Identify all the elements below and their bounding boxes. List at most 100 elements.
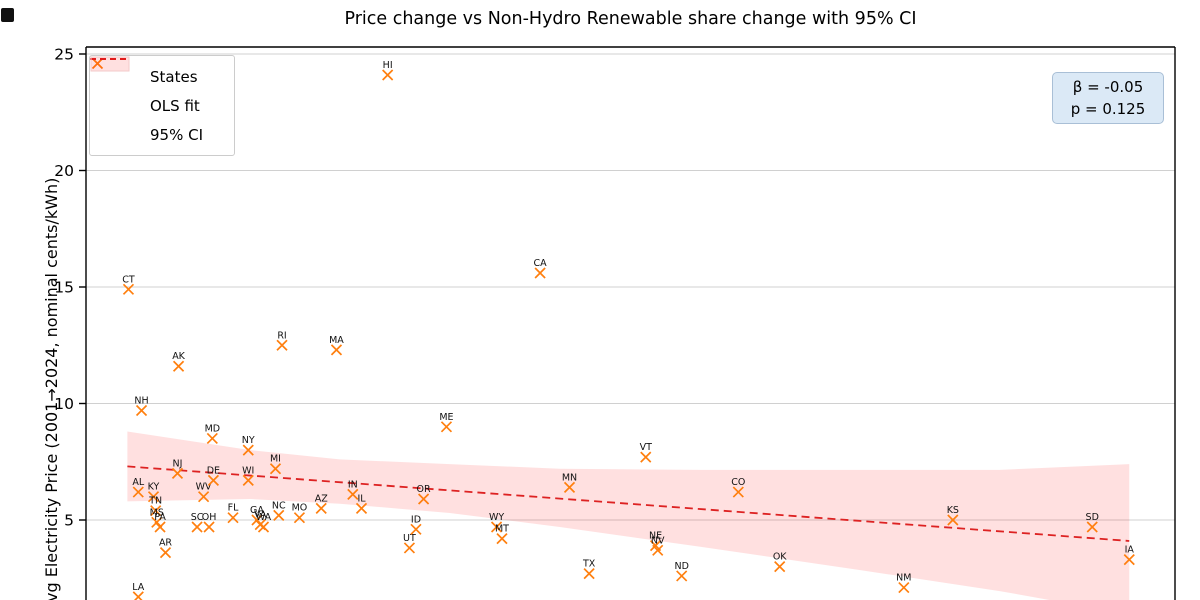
data-point-label: NE <box>649 531 662 542</box>
legend-item-ci: 95% CI <box>90 56 224 149</box>
data-point-marker <box>898 581 910 594</box>
data-point-label: WV <box>196 482 212 493</box>
data-point-label: NV <box>651 535 665 546</box>
data-point-label: IN <box>348 479 358 490</box>
data-point-label: MO <box>292 503 308 514</box>
data-point-label: MS <box>150 507 164 518</box>
data-point-marker <box>382 69 394 81</box>
data-point-marker <box>1123 554 1135 566</box>
data-point-label: GA <box>250 505 264 516</box>
data-point-marker <box>490 521 503 533</box>
data-point-label: HI <box>383 60 393 71</box>
data-point-marker <box>315 502 327 514</box>
data-point-label: CA <box>534 258 548 269</box>
legend: States OLS fit 95% CI <box>89 55 235 156</box>
data-point-label: FL <box>228 503 239 514</box>
data-point-label: MD <box>205 423 221 434</box>
data-point-marker <box>242 474 254 486</box>
data-point-label: OH <box>202 512 217 523</box>
data-point-label: MT <box>495 524 509 535</box>
legend-label-states: States <box>150 67 198 86</box>
data-point-marker <box>1086 521 1098 533</box>
data-point-marker <box>293 512 306 524</box>
data-point-marker <box>676 570 688 582</box>
data-point-label: ME <box>439 412 453 423</box>
data-point-marker <box>171 467 184 480</box>
data-point-marker <box>496 533 508 545</box>
data-point-marker <box>191 521 203 533</box>
data-point-marker <box>355 502 368 514</box>
data-point-marker <box>403 542 416 554</box>
data-point-marker <box>273 509 285 521</box>
stats-pvalue: p = 0.125 <box>1070 100 1146 118</box>
data-point-label: NH <box>134 395 148 406</box>
data-point-label: OR <box>417 484 431 495</box>
data-point-label: PA <box>154 512 166 523</box>
data-point-label: DE <box>207 465 220 476</box>
data-point-marker <box>652 544 664 556</box>
data-point-label: AR <box>159 538 172 549</box>
data-point-marker <box>774 560 786 573</box>
ci-band <box>127 431 1130 600</box>
data-point-label: WY <box>489 512 504 523</box>
legend-item-ols: OLS fit <box>90 58 224 120</box>
data-point-label: SD <box>1086 512 1099 523</box>
data-point-marker <box>172 360 185 372</box>
data-point-marker <box>132 486 144 498</box>
data-point-label: AL <box>132 477 144 488</box>
data-point-marker <box>440 421 453 433</box>
data-point-marker <box>330 344 343 356</box>
data-point-marker <box>534 267 546 279</box>
data-point-label: MI <box>270 454 281 465</box>
data-point-label: MA <box>329 335 344 346</box>
data-point-marker <box>583 567 595 580</box>
data-point-marker <box>227 512 239 524</box>
data-point-label: NY <box>242 435 255 446</box>
data-point-label: UT <box>403 533 416 544</box>
legend-label-ols: OLS fit <box>150 96 200 115</box>
data-point-marker <box>135 404 148 417</box>
data-point-label: AZ <box>315 493 328 504</box>
y-tick-label: 25 <box>54 46 74 64</box>
data-point-label: CT <box>122 274 135 285</box>
data-point-label: KY <box>148 482 160 493</box>
data-point-label: TN <box>148 496 162 507</box>
legend-item-states: States <box>91 57 224 91</box>
data-point-label: NJ <box>173 458 183 469</box>
ols-fit-line <box>127 465 1130 542</box>
legend-label-ci: 95% CI <box>150 125 204 144</box>
data-point-marker <box>122 283 135 295</box>
data-point-label: TX <box>582 559 596 570</box>
data-point-marker <box>640 451 652 463</box>
data-point-marker <box>132 591 144 600</box>
stats-box: β = -0.05 p = 0.125 <box>1052 72 1164 124</box>
data-point-marker <box>347 488 359 500</box>
data-point-marker <box>242 444 254 456</box>
data-point-label: MN <box>562 472 577 483</box>
data-point-label: LA <box>132 582 145 593</box>
data-point-label: NM <box>896 573 911 584</box>
data-point-marker <box>203 521 215 533</box>
data-point-marker <box>147 491 160 503</box>
data-point-label: IA <box>1125 545 1135 556</box>
data-point-marker <box>150 505 162 517</box>
data-point-label: RI <box>277 330 286 341</box>
data-point-marker <box>207 474 220 486</box>
data-point-label: AK <box>172 351 185 362</box>
data-point-marker <box>151 516 163 528</box>
data-point-marker <box>947 514 959 526</box>
data-point-marker <box>732 486 744 498</box>
data-point-label: SC <box>191 512 204 523</box>
data-point-marker <box>417 493 430 505</box>
data-point-label: IL <box>357 493 366 504</box>
data-point-label: CO <box>731 477 745 488</box>
cropped-corner-artifact <box>1 8 14 22</box>
data-point-marker <box>563 481 576 493</box>
data-point-label: WA <box>256 512 272 523</box>
data-point-marker <box>269 463 282 475</box>
data-point-marker <box>198 491 210 503</box>
data-point-marker <box>154 521 166 533</box>
chart-title: Price change vs Non-Hydro Renewable shar… <box>344 9 917 29</box>
data-point-label: VA <box>254 510 267 521</box>
